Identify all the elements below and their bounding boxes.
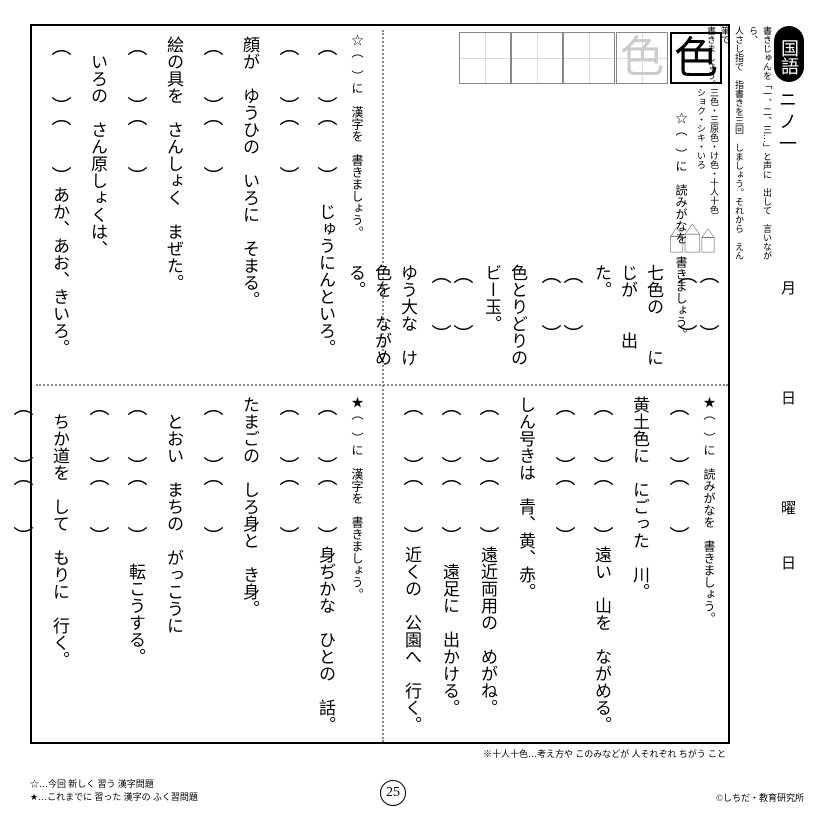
line-text: 絵の具を さんしょく まぜた。 xyxy=(160,36,186,291)
answer-blank[interactable]: （ ）（ ） xyxy=(10,396,32,546)
kanji-cell[interactable] xyxy=(459,32,511,84)
answer-blank[interactable]: （ ）（ ） xyxy=(590,396,612,546)
line-text: たまごの しろ身と き身。 xyxy=(236,396,262,617)
answer-blank[interactable]: （ ）（ ） xyxy=(552,396,574,546)
line-text: 色とりどりの ビー玉。 xyxy=(478,264,530,374)
copyright: ©しちだ・教育研究所 xyxy=(716,791,804,804)
line-text: 黄土色に にごった 川。 xyxy=(626,396,652,600)
worksheet-sheet: 国語 ニノ一 書きじゅんを「一、二、三…」と声に 出して 言いながら、 人さし指… xyxy=(20,20,806,806)
line-text: しん号きは 青、黄、赤。 xyxy=(512,396,538,600)
kanji-box: 色 色 三色・三原色・け色・十人十色 ショク・シキ・いろ xyxy=(522,32,722,92)
line-text: 遠足に 出かける。 xyxy=(436,546,462,716)
line-text: いろの さん原しょくは、 xyxy=(84,36,110,257)
line-text: 七色の にじが 出た。 xyxy=(588,264,666,374)
readings-on-kun: ショク・シキ・いろ xyxy=(696,88,706,169)
legend-line: ★…これまでに 習った 漢字の ふく習問題 xyxy=(30,792,198,802)
lesson-number: ニノ一 xyxy=(774,90,800,156)
line-text: 身ぢかな ひとの 話。 xyxy=(312,546,338,733)
worksheet-frame: 色 色 三色・三原色・け色・十人十色 ショク・シキ・いろ xyxy=(30,24,730,744)
page-number: 25 xyxy=(380,780,406,806)
footnote: ※十人十色…考え方や このみなどが 人それぞれ ちがう こと xyxy=(483,747,726,760)
section-head-tl: ☆（ ）に 漢字を 書きましょう。 xyxy=(349,34,366,284)
quadrant-bottom-left: （ ）（ ）身ぢかな ひとの 話。（ ）（ ）たまごの しろ身と き身。（ ）（… xyxy=(14,396,344,736)
section-head-bl: ★（ ）に 漢字を 書きましょう。 xyxy=(349,396,366,646)
answer-blank[interactable]: （ ）（ ） xyxy=(86,396,108,546)
readings-compounds: 三色・三原色・け色・十人十色 xyxy=(709,88,719,214)
answer-blank[interactable]: （ ）（ ） xyxy=(538,264,582,374)
line-text: とおい まちの がっこうに xyxy=(160,396,186,634)
line-text: 遠近両用の めがね。 xyxy=(474,546,500,716)
date-fields: 月 日 曜日 xyxy=(777,280,798,700)
line-text: じゅうにんといろ。 xyxy=(312,186,338,356)
kanji-cell[interactable] xyxy=(563,32,615,84)
kanji-main: 色 xyxy=(670,32,722,84)
line-text: あか、あお、きいろ。 xyxy=(46,186,72,356)
line-text: 転こうする。 xyxy=(122,546,148,665)
answer-blank[interactable]: （ ）（ ） xyxy=(400,396,422,546)
quadrant-top-right: （ ）（ ）七色の にじが 出た。（ ）（ ）色とりどりの ビー玉。（ ）（ ）… xyxy=(388,264,718,374)
section-head-br: ★（ ）に 読みがなを 書きましょう。 xyxy=(701,396,718,646)
line-text: ちか道を して もりに 行く。 xyxy=(46,396,72,668)
answer-blank[interactable]: （ ）（ ） xyxy=(276,36,298,186)
kanji-practice-grid xyxy=(459,32,615,84)
footer-legend: ☆…今回 新しく 習う 漢字問題 ★…これまでに 習った 漢字の ふく習問題 xyxy=(30,778,198,804)
answer-blank[interactable]: （ ）（ ） xyxy=(428,264,472,374)
answer-blank[interactable]: （ ）（ ） xyxy=(276,396,298,546)
answer-blank[interactable]: （ ）（ ） xyxy=(314,36,336,186)
kanji-cell[interactable] xyxy=(511,32,563,84)
line-text: 遠い 山を ながめる。 xyxy=(588,546,614,733)
answer-blank[interactable]: （ ）（ ） xyxy=(200,36,222,186)
answer-blank[interactable]: （ ）（ ） xyxy=(124,396,146,546)
answer-blank[interactable]: （ ）（ ） xyxy=(48,36,70,186)
answer-blank[interactable]: （ ）（ ） xyxy=(124,36,146,186)
quadrant-top-left: （ ）（ ） じゅうにんといろ。（ ）（ ）顔が ゆうひの いろに そまる。（ … xyxy=(14,36,344,376)
answer-blank[interactable]: （ ）（ ） xyxy=(666,396,688,546)
subject-badge: 国語 xyxy=(774,26,804,82)
kanji-trace: 色 xyxy=(616,32,668,84)
legend-line: ☆…今回 新しく 習う 漢字問題 xyxy=(30,779,154,789)
answer-blank[interactable]: （ ）（ ） xyxy=(314,396,336,546)
answer-blank[interactable]: （ ）（ ） xyxy=(674,264,718,374)
line-text: 近くの 公園へ 行く。 xyxy=(398,546,424,733)
instr-line: 書きじゅんを「一、二、三…」と声に 出して 言いながら、 xyxy=(748,26,772,260)
answer-blank[interactable]: （ ）（ ） xyxy=(476,396,498,546)
answer-blank[interactable]: （ ）（ ） xyxy=(438,396,460,546)
line-text: 顔が ゆうひの いろに そまる。 xyxy=(236,36,262,308)
quadrant-bottom-right: （ ）（ ）黄土色に にごった 川。（ ）（ ）遠い 山を ながめる。（ ）（ … xyxy=(366,396,696,736)
answer-blank[interactable]: （ ）（ ） xyxy=(200,396,222,546)
